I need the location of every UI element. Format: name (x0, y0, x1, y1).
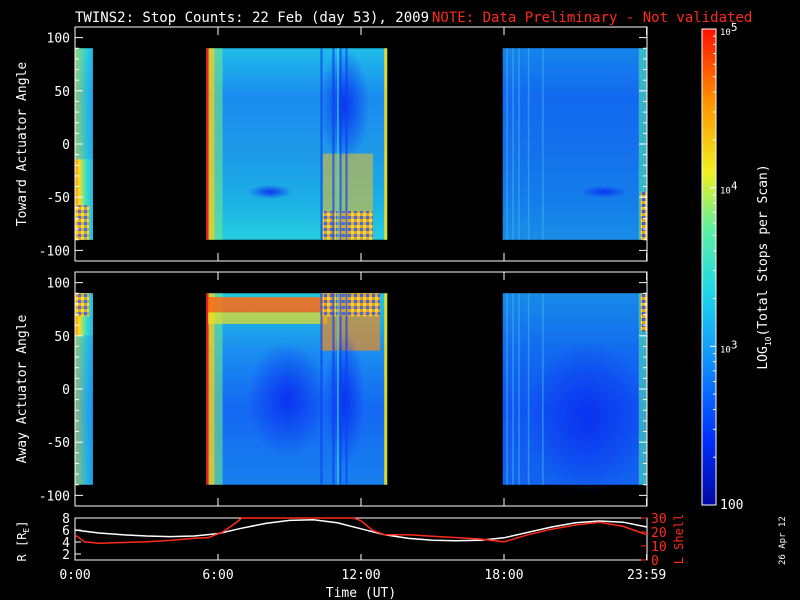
heatmap-warm-band (214, 48, 223, 240)
colorbar-gradient (701, 28, 717, 506)
heatmap-streak (345, 293, 348, 485)
y-tick-label: -50 (47, 191, 70, 206)
x-tick-label: 6:00 (202, 568, 233, 583)
left-tick-label: 2 (62, 548, 70, 563)
heatmap-checker (640, 191, 647, 240)
heatmap-streak (542, 48, 544, 240)
left-tick-label: 8 (62, 512, 70, 527)
away-y-label: Away Actuator Angle (15, 314, 30, 463)
y-tick-label: -100 (39, 489, 70, 504)
away-panel: 100 50 0 -50 -100 Away Actuator Angle (15, 271, 648, 507)
heatmap-low-region (324, 331, 365, 466)
heatmap-streak (345, 48, 348, 240)
right-tick-label: 10 (651, 540, 667, 555)
x-tick-label: 18:00 (484, 568, 523, 583)
heatmap-streak (320, 293, 323, 485)
colorbar-tick-label: 105 (720, 21, 737, 38)
heatmap-edge (384, 293, 388, 485)
figure-title: TWINS2: Stop Counts: 22 Feb (day 53), 20… (75, 10, 429, 26)
heatmap-streak (542, 293, 544, 485)
heatmap-hot-edge (206, 48, 209, 240)
toward-heatmap (75, 27, 647, 261)
left-tick-label: 6 (62, 524, 70, 539)
heatmap-warm-band (208, 312, 328, 324)
right-tick-label: 30 (651, 512, 667, 527)
toward-y-label: Toward Actuator Angle (15, 62, 30, 227)
left-tick-label: 4 (62, 536, 70, 551)
heatmap-low-region (580, 185, 629, 198)
heatmap-streak (512, 48, 514, 240)
colorbar-tick-label: 104 (720, 180, 738, 197)
heatmap-low-region (526, 341, 648, 495)
lshell-series-line (74, 517, 648, 544)
heatmap-checker (322, 211, 373, 240)
heatmap-segment (502, 48, 647, 240)
away-heatmap (75, 272, 648, 506)
heatmap-checker (640, 293, 647, 332)
x-tick-label: 12:00 (341, 568, 380, 583)
colorbar-tick-label: 103 (720, 338, 737, 355)
heatmap-streak (506, 48, 508, 240)
heatmap-streak (527, 48, 530, 240)
heatmap-low-region (502, 48, 647, 240)
y-tick-label: 0 (62, 138, 70, 153)
heatmap-checker (75, 293, 90, 317)
heatmap-hot-edge (206, 293, 209, 485)
heatmap-low-region (248, 184, 293, 199)
heatmap-streak (518, 293, 520, 485)
colorbar-ticks: 105 104 103 100 (710, 21, 743, 513)
y-tick-label: 50 (54, 330, 70, 345)
heatmap-warm-band (208, 293, 215, 485)
colorbar-label: LOG10(Total Stops per Scan) (756, 164, 773, 369)
heatmap-streak (337, 293, 339, 485)
heatmap-warm-band (214, 293, 223, 485)
y-tick-label: 0 (62, 383, 70, 398)
heatmap-low-region (247, 341, 328, 457)
y-tick-label: -100 (39, 244, 70, 259)
heatmap-low-region (319, 48, 370, 164)
right-tick-label: 0 (651, 554, 659, 569)
orbit-left-label: R [RE] (15, 521, 31, 562)
heatmap-warm-band (208, 48, 215, 240)
heatmap-streak (527, 293, 530, 485)
toward-y-axis: 100 50 0 -50 -100 (39, 27, 648, 261)
away-y-axis: 100 50 0 -50 -100 (39, 272, 648, 506)
x-axis-label: Time (UT) (326, 586, 396, 600)
orbit-right-label: L Shell (672, 514, 686, 565)
time-axis: 0:00 6:00 12:00 18:00 23:59 (59, 554, 666, 583)
r-series-line (74, 519, 648, 542)
heatmap-streak (518, 48, 520, 240)
date-stamp: 26 Apr 12 (778, 516, 788, 565)
x-tick-label: 0:00 (59, 568, 90, 583)
heatmap-streak (332, 48, 335, 240)
heatmap-streak (339, 293, 342, 485)
orbit-frame (74, 517, 648, 561)
heatmap-edge (75, 293, 93, 485)
heatmap-hot-band (208, 297, 328, 313)
x-tick-label: 23:59 (627, 568, 666, 583)
heatmap-checker (75, 205, 90, 240)
heatmap-streak (332, 293, 335, 485)
right-tick-label: 20 (651, 526, 667, 541)
heatmap-streak (506, 293, 508, 485)
y-tick-label: 100 (47, 32, 70, 47)
colorbar: 105 104 103 100 LOG10(Total Stops per Scan) (701, 21, 773, 513)
preliminary-note: NOTE: Data Preliminary - Not validated (432, 10, 752, 26)
heatmap-edge (384, 48, 388, 240)
heatmap-streak (320, 48, 323, 240)
y-tick-label: 100 (47, 277, 70, 292)
heatmap-streak (337, 48, 339, 240)
toward-panel: 100 50 0 -50 -100 Toward Actuator Angle (15, 26, 648, 262)
y-tick-label: 50 (54, 85, 70, 100)
heatmap-streak (512, 293, 514, 485)
heatmap-checker (320, 293, 381, 317)
y-tick-label: -50 (47, 436, 70, 451)
colorbar-tick-label: 100 (720, 498, 743, 513)
heatmap-streak (339, 48, 342, 240)
